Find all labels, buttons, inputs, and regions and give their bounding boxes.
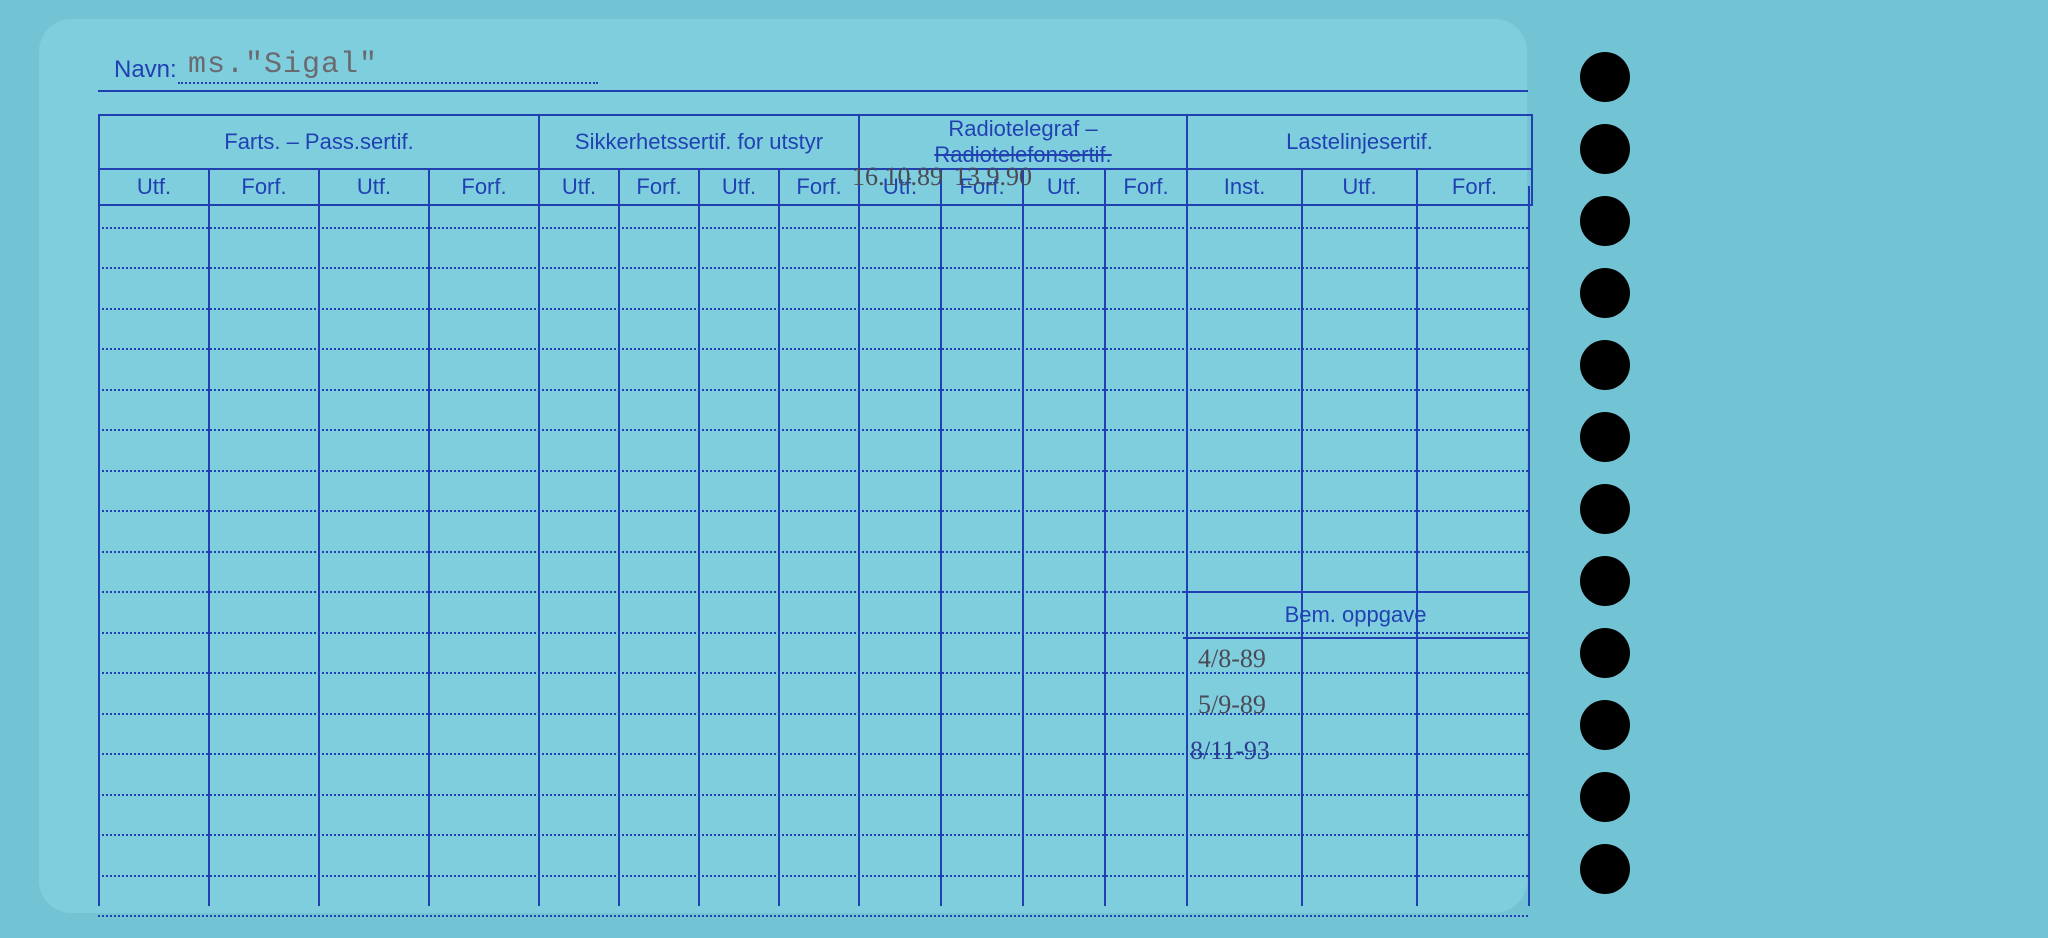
hand-entry-4: 8/11-93 [1190, 736, 1270, 766]
body-vline [1186, 186, 1188, 906]
body-row [98, 915, 1528, 917]
body-vline [428, 186, 430, 906]
body-row [98, 267, 1528, 269]
body-vline [858, 186, 860, 906]
hand-entry-2: 4/8-89 [1198, 644, 1266, 674]
hand-entry-3: 5/9-89 [1198, 690, 1266, 720]
punch-hole [1580, 844, 1630, 894]
body-vline [538, 186, 540, 906]
group-farts: Farts. – Pass.sertif. [99, 115, 539, 169]
punch-hole [1580, 124, 1630, 174]
body-vline [1022, 186, 1024, 906]
punch-hole [1580, 412, 1630, 462]
punch-hole [1580, 700, 1630, 750]
body-vline [98, 186, 100, 906]
punch-hole [1580, 340, 1630, 390]
body-vline [1301, 186, 1303, 906]
body-vline [318, 186, 320, 906]
header-rule [98, 90, 1528, 92]
body-row [98, 672, 1528, 674]
punch-hole [1580, 556, 1630, 606]
navn-value: ms."Sigal" [188, 48, 378, 82]
punch-hole [1580, 772, 1630, 822]
navn-dotted-line [178, 82, 598, 84]
punch-hole [1580, 196, 1630, 246]
index-card: Navn: ms."Sigal" Farts. – Pass.sertif. S… [38, 18, 1528, 914]
body-row [98, 632, 1528, 634]
body-row [98, 551, 1528, 553]
body-vline [208, 186, 210, 906]
body-row [98, 794, 1528, 796]
body-vline [940, 186, 942, 906]
body-row [98, 227, 1528, 229]
hand-entry-1: 13.9.90 [954, 162, 1032, 192]
punch-hole [1580, 52, 1630, 102]
body-row [98, 429, 1528, 431]
group-sikkerhets: Sikkerhetssertif. for utstyr [539, 115, 859, 169]
body-row [98, 591, 1528, 593]
navn-label: Navn: [114, 56, 177, 84]
body-vline [1528, 186, 1530, 906]
punch-hole [1580, 268, 1630, 318]
body-vline [1416, 186, 1418, 906]
group-radio: Radiotelegraf – Radiotelefonsertif. [859, 115, 1187, 169]
hand-entry-0: 16.10.89 [852, 162, 943, 192]
body-vline [778, 186, 780, 906]
body-row [98, 348, 1528, 350]
body-row [98, 308, 1528, 310]
body-row [98, 713, 1528, 715]
body-vline [1104, 186, 1106, 906]
body-row [98, 470, 1528, 472]
body-vline [618, 186, 620, 906]
group-lastelinje: Lastelinjesertif. [1187, 115, 1532, 169]
body-row [98, 753, 1528, 755]
table-body: Bem. oppgave [98, 186, 1528, 906]
body-vline [698, 186, 700, 906]
body-row [98, 875, 1528, 877]
page-background: Navn: ms."Sigal" Farts. – Pass.sertif. S… [0, 0, 2048, 938]
punch-hole [1580, 484, 1630, 534]
body-row [98, 510, 1528, 512]
punch-hole [1580, 628, 1630, 678]
body-row [98, 389, 1528, 391]
bem-oppgave-label: Bem. oppgave [1285, 602, 1427, 628]
radio-label: Radiotelegraf – [948, 116, 1097, 141]
body-row [98, 834, 1528, 836]
